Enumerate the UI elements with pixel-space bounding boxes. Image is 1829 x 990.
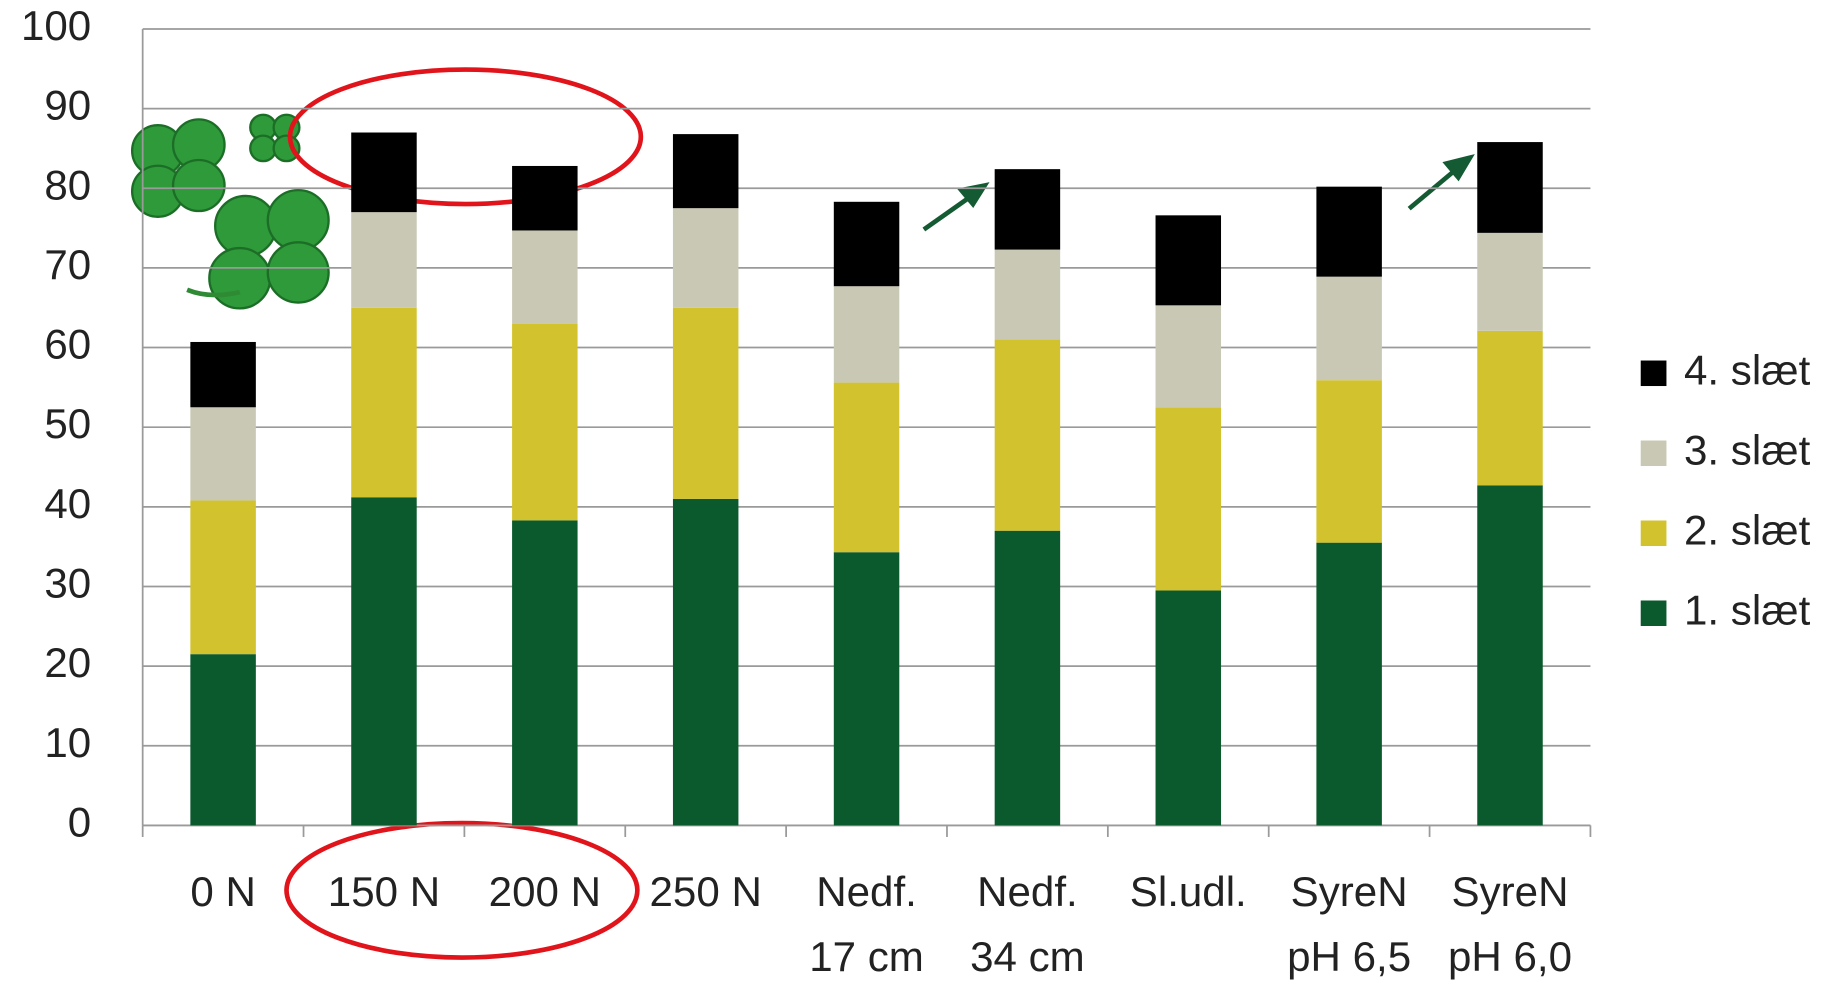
- bar-segment: [672, 134, 739, 209]
- bar-segment: [833, 286, 900, 383]
- y-tick-label: 100: [21, 2, 91, 49]
- x-tick-label: SyreN pH 6,5: [1287, 868, 1411, 980]
- bar-segment: [190, 407, 256, 501]
- bar-segment: [672, 208, 739, 308]
- y-tick-label: 90: [44, 82, 91, 129]
- bar-segment: [833, 552, 900, 826]
- highlight-ellipse: [287, 67, 644, 207]
- x-tick-label: 0 N: [190, 868, 256, 915]
- bar-segment: [512, 520, 578, 826]
- bar-segment: [512, 230, 578, 324]
- bar-segment: [994, 249, 1061, 340]
- bar-segment: [1155, 305, 1222, 408]
- bar-segment: [351, 307, 417, 498]
- bar-segment: [190, 341, 256, 408]
- bar-segment: [1155, 407, 1222, 591]
- bar-segment: [994, 339, 1061, 531]
- bar-segment: [351, 212, 417, 308]
- bar-segment: [351, 497, 417, 826]
- bar-segment: [190, 500, 256, 655]
- bar-segment: [833, 382, 900, 553]
- y-tick-label: 80: [44, 161, 91, 208]
- bar-segment: [672, 498, 739, 826]
- x-tick-label: Nedf. 17 cm: [809, 868, 924, 980]
- bar-segment: [1316, 186, 1382, 277]
- y-tick-label: 10: [44, 719, 91, 766]
- legend-label: 4. slæt: [1684, 346, 1811, 393]
- bar-segment: [1477, 142, 1543, 233]
- bar-segment: [994, 530, 1061, 826]
- bar-segment: [512, 323, 578, 521]
- bar-segment: [512, 165, 578, 231]
- bar-segment: [1155, 590, 1222, 826]
- y-tick-label: 70: [44, 241, 91, 288]
- legend-label: 3. slæt: [1684, 426, 1811, 473]
- y-tick-label: 60: [44, 321, 91, 368]
- x-tick-label: Nedf. 34 cm: [970, 868, 1085, 980]
- x-tick-label: 150 N: [328, 868, 440, 915]
- legend-label: 2. slæt: [1684, 506, 1811, 553]
- bar-segment: [1316, 542, 1382, 826]
- legend-swatch: [1640, 520, 1667, 547]
- bar-segment: [1477, 485, 1543, 826]
- bar-segment: [1316, 276, 1382, 381]
- bar-segment: [1477, 330, 1543, 486]
- x-tick-label: 250 N: [650, 868, 762, 915]
- x-tick-label: Sl.udl.: [1130, 868, 1247, 915]
- bar-segment: [1155, 215, 1222, 306]
- bar-segment: [994, 169, 1061, 250]
- y-tick-label: 40: [44, 480, 91, 527]
- legend-swatch: [1640, 360, 1667, 387]
- x-tick-label: 200 N: [489, 868, 601, 915]
- x-tick-label: SyreN pH 6,0: [1448, 868, 1572, 980]
- highlight-ellipse: [284, 820, 640, 960]
- bar-segment: [1316, 380, 1382, 543]
- bar-segment: [833, 201, 900, 287]
- legend-label: 1. slæt: [1684, 586, 1811, 633]
- y-tick-label: 30: [44, 560, 91, 607]
- legend-swatch: [1640, 440, 1667, 467]
- bar-segment: [672, 307, 739, 499]
- legend-swatch: [1640, 600, 1667, 626]
- y-tick-label: 50: [44, 400, 91, 447]
- bar-segment: [1477, 232, 1543, 331]
- y-tick-label: 0: [68, 799, 91, 846]
- clover-decoration: [130, 113, 330, 310]
- bar-segment: [190, 654, 256, 826]
- y-tick-label: 20: [44, 639, 91, 686]
- bar-segment: [351, 132, 417, 213]
